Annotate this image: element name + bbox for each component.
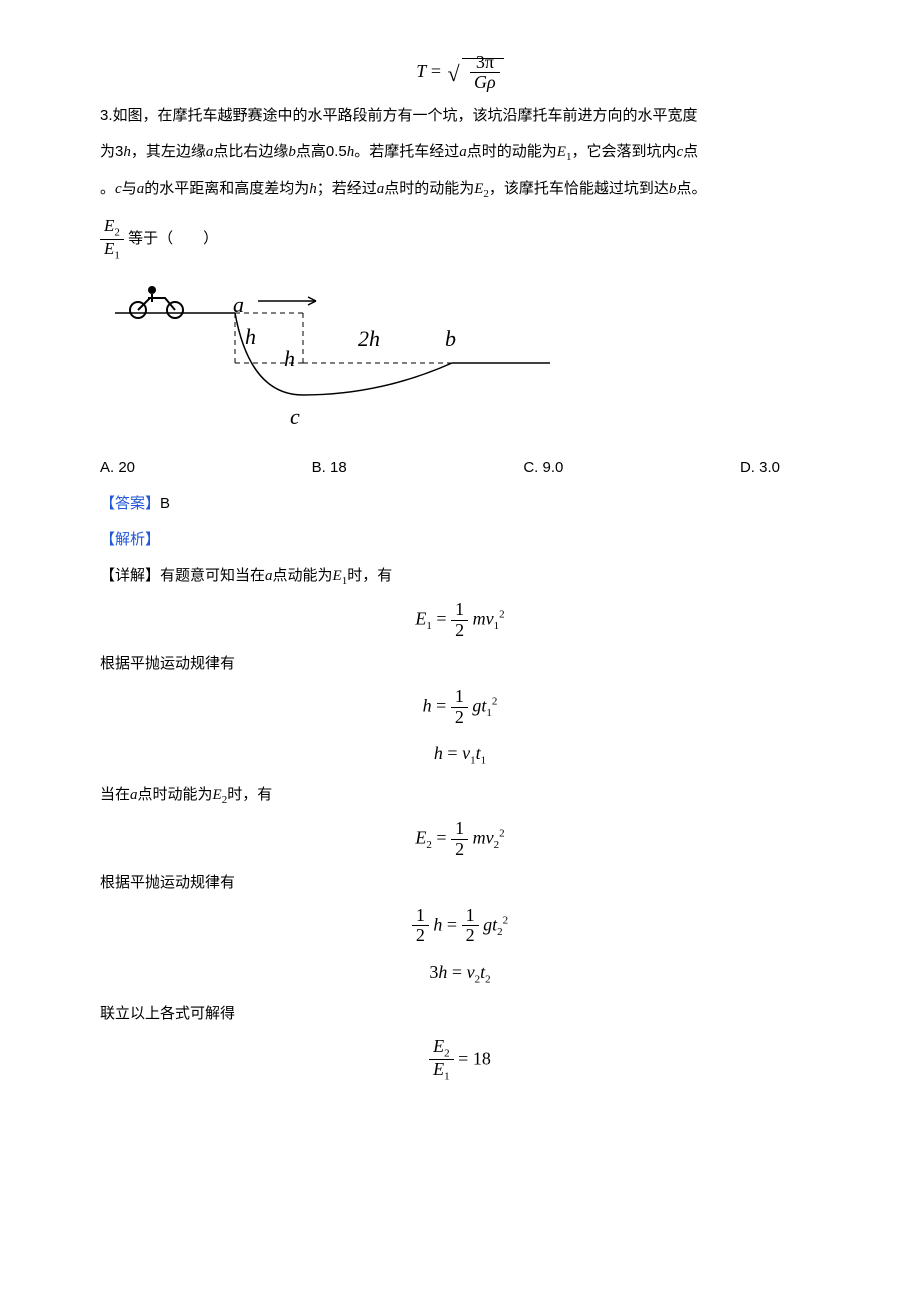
options-row: A. 20 B. 18 C. 9.0 D. 3.0 <box>100 453 820 483</box>
para-proj2: 根据平抛运动规律有 <box>100 868 820 898</box>
q3-line3: 。c与a的水平距离和高度差均为h；若经过a点时的动能为E2，该摩托车恰能越过坑到… <box>100 174 820 205</box>
diagram-label-h-left: h <box>245 315 256 359</box>
detail-line1: 【详解】有题意可知当在a点动能为E1时，有 <box>100 561 820 592</box>
para-proj1: 根据平抛运动规律有 <box>100 649 820 679</box>
diagram-label-2h: 2h <box>358 317 380 361</box>
analysis-label: 【解析】 <box>100 525 820 555</box>
eq-final: E2 E1 = 18 <box>100 1037 820 1083</box>
diagram-label-b: b <box>445 317 456 361</box>
option-d[interactable]: D. 3.0 <box>740 453 780 483</box>
option-c[interactable]: C. 9.0 <box>523 453 563 483</box>
option-b[interactable]: B. 18 <box>312 453 347 483</box>
eq-E1: E1 = 12 mv12 <box>100 600 820 641</box>
T-symbol: T <box>416 61 426 81</box>
diagram-label-h-bottom: h <box>284 337 295 381</box>
detail-line2: 当在a点时动能为E2时，有 <box>100 780 820 811</box>
eq-E2: E2 = 12 mv22 <box>100 819 820 860</box>
arrow-icon <box>258 288 328 318</box>
top-period-formula: T = 3π Gρ <box>100 48 820 93</box>
q3-line1: 3.如图，在摩托车越野赛途中的水平路段前方有一个坑，该坑沿摩托车前进方向的水平宽… <box>100 101 820 131</box>
pit-diagram: a h h 2h b c <box>100 275 620 445</box>
diagram-label-a: a <box>233 283 244 327</box>
q3-line2: 为3h，其左边缘a点比右边缘b点高0.5h。若摩托车经过a点时的动能为E1，它会… <box>100 137 820 168</box>
option-a[interactable]: A. 20 <box>100 453 135 483</box>
eq-3h: 3h = v2t2 <box>100 954 820 991</box>
frac-3pi-grho: 3π Gρ <box>470 53 500 94</box>
frac-E2E1: E2 E1 <box>100 217 124 261</box>
answer-row: 【答案】B <box>100 489 820 519</box>
eq-halfh: 12 h = 12 gt22 <box>100 906 820 947</box>
eq-h-gt1: h = 12 gt12 <box>100 687 820 728</box>
sqrt: 3π Gρ <box>445 48 503 93</box>
ratio-question: E2 E1 等于（ ） <box>100 217 820 261</box>
diagram-label-c: c <box>290 395 300 439</box>
eq-h-v1t1: h = v1t1 <box>100 735 820 772</box>
combine-text: 联立以上各式可解得 <box>100 999 820 1029</box>
